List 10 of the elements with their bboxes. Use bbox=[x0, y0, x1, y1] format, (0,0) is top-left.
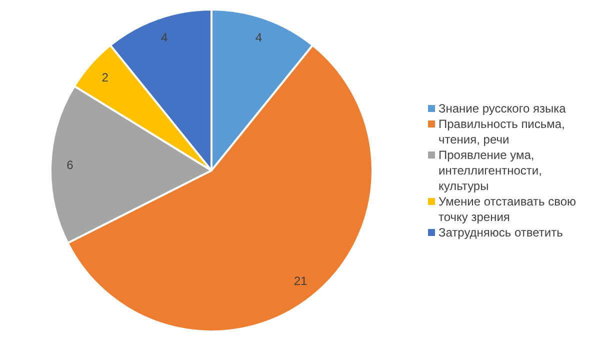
data-label: 4 bbox=[160, 30, 168, 44]
data-label: 6 bbox=[66, 158, 74, 172]
legend-label: Проявление ума, интеллигентности, культуры bbox=[438, 148, 542, 193]
legend-label: Знание русского языка bbox=[438, 102, 566, 116]
legend-label: Правильность письма, чтения, речи bbox=[438, 117, 565, 146]
data-label: 21 bbox=[294, 274, 308, 288]
data-label: 2 bbox=[102, 70, 109, 84]
legend-label: Затрудняюсь ответить bbox=[438, 226, 563, 240]
data-label: 4 bbox=[255, 30, 262, 44]
legend-label: Умение отстаивать свою точку зрения bbox=[438, 194, 576, 224]
